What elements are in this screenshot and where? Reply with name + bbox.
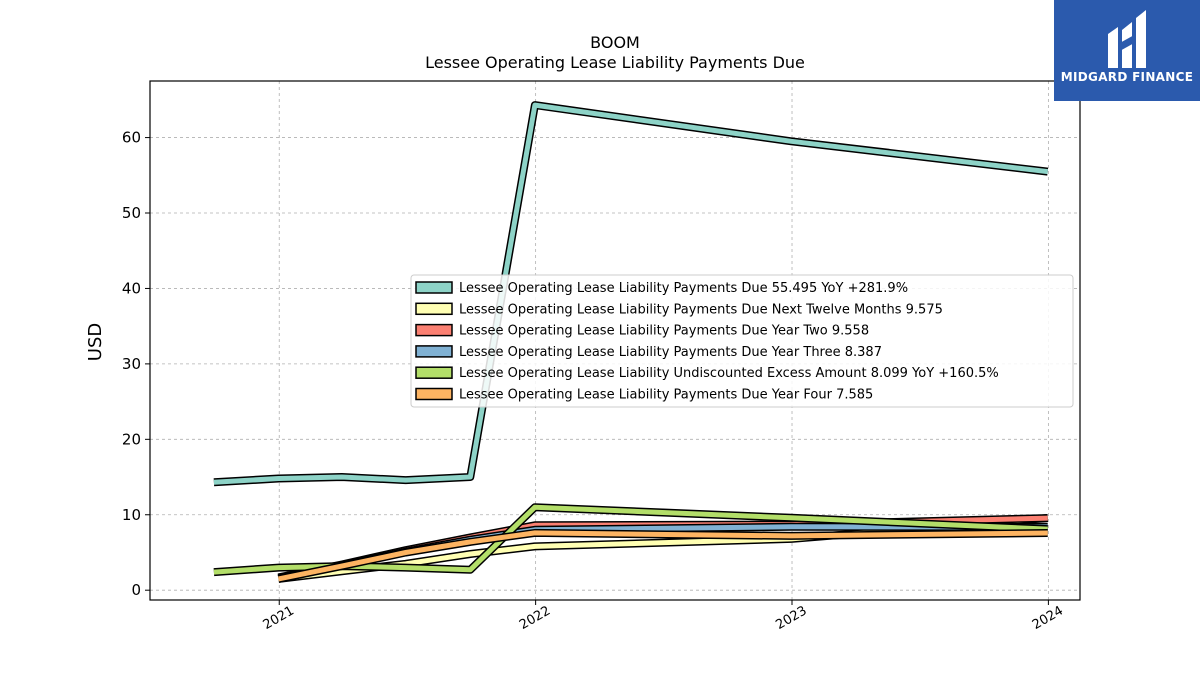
legend-swatch-3	[415, 323, 453, 337]
y-tick-label: 10	[122, 506, 141, 524]
brand-logo: MIDGARD FINANCE	[1054, 0, 1200, 101]
series-line-1	[213, 102, 1048, 485]
y-tick-label: 0	[131, 581, 141, 599]
legend-entry-6: Lessee Operating Lease Liability Payment…	[459, 388, 873, 403]
y-tick-label: 60	[122, 129, 141, 147]
y-tick-label: 40	[122, 279, 141, 297]
midgard-logo-icon	[1108, 10, 1146, 68]
legend-entry-1: Lessee Operating Lease Liability Payment…	[459, 281, 908, 296]
y-tick-label: 30	[122, 355, 141, 373]
chart-subtitle: Lessee Operating Lease Liability Payment…	[425, 53, 805, 72]
series-line-6	[278, 530, 1048, 582]
legend-entry-4: Lessee Operating Lease Liability Payment…	[459, 345, 882, 360]
legend-swatch-5	[415, 366, 453, 379]
legend-swatch-6	[415, 387, 453, 401]
series-line-5	[213, 504, 1048, 575]
y-axis-label: USD	[85, 323, 106, 361]
series-lines	[213, 101, 1049, 583]
y-axis: 0 10 20 30 40 50 60	[122, 129, 150, 599]
legend-entry-3: Lessee Operating Lease Liability Payment…	[459, 324, 869, 339]
legend-box	[410, 274, 1074, 408]
legend-swatch-1	[415, 281, 453, 294]
legend-entry-5: Lessee Operating Lease Liability Undisco…	[459, 366, 999, 381]
legend-swatch-4	[415, 345, 453, 358]
legend: Lessee Operating Lease Liability Payment…	[410, 274, 1074, 408]
y-tick-label: 20	[122, 430, 141, 448]
brand-name: MIDGARD FINANCE	[1061, 70, 1193, 84]
legend-swatch-2	[415, 302, 453, 316]
y-tick-label: 50	[122, 204, 141, 222]
chart-title: BOOM	[590, 33, 640, 52]
legend-entry-2: Lessee Operating Lease Liability Payment…	[459, 302, 943, 317]
plot-frame	[149, 80, 1081, 601]
